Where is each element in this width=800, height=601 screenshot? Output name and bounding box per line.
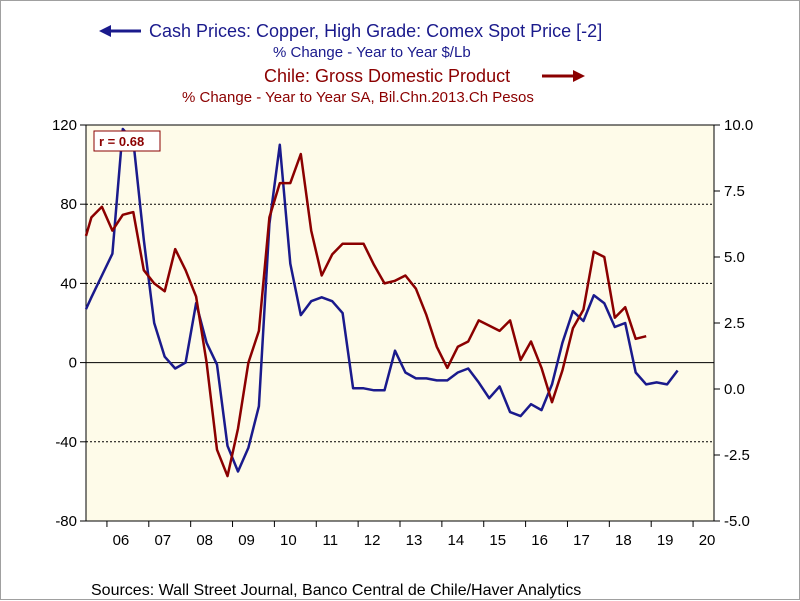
right-tick-label: -2.5	[724, 447, 750, 464]
x-tick-label: 09	[238, 532, 255, 549]
right-tick-label: 7.5	[724, 183, 745, 200]
x-tick-label: 20	[699, 532, 716, 549]
plot-area	[85, 124, 715, 522]
x-tick-label: 17	[573, 532, 590, 549]
annotation-box	[93, 130, 161, 152]
annotation-text: r = 0.68	[99, 134, 144, 149]
left-axis: 120 80 40 0 -40 -80	[52, 117, 86, 530]
series-1-line	[84, 127, 679, 473]
left-tick-label: -80	[55, 513, 77, 530]
x-tick-label: 15	[489, 532, 506, 549]
left-tick-label: 120	[52, 117, 77, 134]
series-2-line	[84, 152, 647, 478]
x-tick-label: 16	[531, 532, 548, 549]
series2-title: Chile: Gross Domestic Product	[264, 66, 510, 86]
x-tick-label: 19	[657, 532, 674, 549]
correlation-annotation: r = 0.68	[93, 130, 161, 152]
legend-series1-arrow	[99, 25, 111, 37]
right-tick-label: 0.0	[724, 381, 745, 398]
x-tick-label: 08	[196, 532, 213, 549]
series1-title: Cash Prices: Copper, High Grade: Comex S…	[149, 21, 602, 41]
series-lines	[84, 127, 679, 478]
x-tick-label: 18	[615, 532, 632, 549]
right-tick-label: 5.0	[724, 249, 745, 266]
series1-subtitle: % Change - Year to Year $/Lb	[273, 44, 471, 61]
left-tick-label: 0	[69, 355, 77, 372]
right-tick-label: 10.0	[724, 117, 753, 134]
source-note: Sources: Wall Street Journal, Banco Cent…	[91, 582, 581, 599]
series2-subtitle: % Change - Year to Year SA, Bil.Chn.2013…	[182, 89, 534, 106]
right-tick-label: 2.5	[724, 315, 745, 332]
left-tick-label: 40	[60, 275, 77, 292]
right-axis: 10.0 7.5 5.0 2.5 0.0 -2.5 -5.0	[714, 117, 753, 530]
left-tick-label: 80	[60, 196, 77, 213]
x-tick-label: 10	[280, 532, 297, 549]
x-tick-label: 14	[448, 532, 465, 549]
x-tick-label: 07	[154, 532, 171, 549]
x-tick-label: 11	[322, 532, 338, 549]
legend-series2: Chile: Gross Domestic Product % Change -…	[182, 66, 585, 106]
right-tick-label: -5.0	[724, 513, 750, 530]
x-tick-label: 13	[406, 532, 423, 549]
legend-series1: Cash Prices: Copper, High Grade: Comex S…	[99, 21, 602, 61]
x-tick-label: 12	[364, 532, 381, 549]
x-tick-label: 06	[113, 532, 130, 549]
x-axis: 06 07 08 09 10 11 12 13 14 15 16 17 18 19 20	[106, 521, 716, 549]
legend-series2-arrow	[573, 70, 585, 82]
left-tick-label: -40	[55, 434, 77, 451]
